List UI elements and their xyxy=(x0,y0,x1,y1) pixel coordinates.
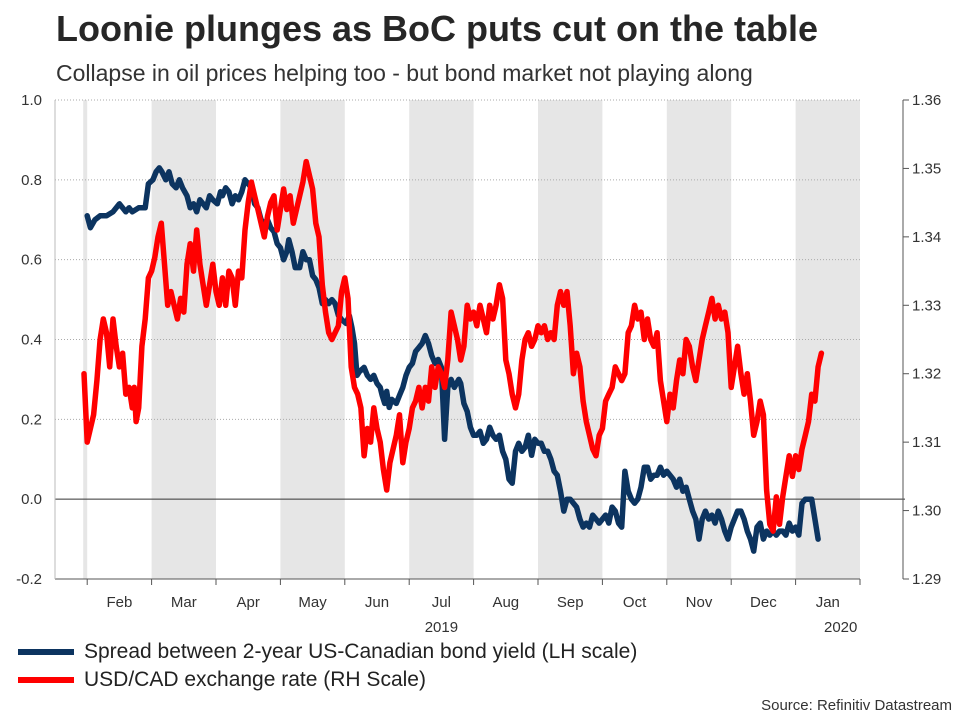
year-label: 2019 xyxy=(425,619,458,636)
axes xyxy=(54,99,909,585)
month-label: Sep xyxy=(557,594,584,611)
legend-swatch-usdcad xyxy=(18,677,74,683)
chart-subtitle: Collapse in oil prices helping too - but… xyxy=(56,60,753,86)
left-tick-label: 0.2 xyxy=(21,411,42,428)
right-tick-label: 1.35 xyxy=(912,160,941,177)
usdcad-line xyxy=(81,158,825,534)
left-tick-label: -0.2 xyxy=(16,571,42,588)
month-label: May xyxy=(298,594,327,611)
legend-swatch-spread xyxy=(18,649,74,655)
month-label: Feb xyxy=(106,594,132,611)
right-tick-label: 1.34 xyxy=(912,229,941,246)
left-tick-label: 0.4 xyxy=(21,332,42,349)
right-tick-label: 1.30 xyxy=(912,503,941,520)
chart-title: Loonie plunges as BoC puts cut on the ta… xyxy=(56,8,819,49)
left-tick-label: 0.6 xyxy=(21,252,42,269)
month-label: Jul xyxy=(432,594,451,611)
left-tick-label: 0.8 xyxy=(21,172,42,189)
spread-line xyxy=(84,165,821,554)
left-tick-label: 0.0 xyxy=(21,491,42,508)
month-label: Apr xyxy=(237,594,260,611)
right-tick-label: 1.32 xyxy=(912,366,941,383)
legend-label-spread: Spread between 2-year US-Canadian bond y… xyxy=(84,640,638,663)
month-label: Mar xyxy=(171,594,197,611)
month-label: Jun xyxy=(365,594,389,611)
legend-item-usdcad: USD/CAD exchange rate (RH Scale) xyxy=(18,668,426,692)
right-tick-label: 1.33 xyxy=(912,297,941,314)
right-tick-label: 1.31 xyxy=(912,434,941,451)
legend-item-spread: Spread between 2-year US-Canadian bond y… xyxy=(18,640,637,664)
month-label: Aug xyxy=(492,594,519,611)
left-tick-label: 1.0 xyxy=(21,92,42,109)
month-label: Oct xyxy=(623,594,647,611)
month-label: Jan xyxy=(816,594,840,611)
right-tick-label: 1.29 xyxy=(912,571,941,588)
legend-label-usdcad: USD/CAD exchange rate (RH Scale) xyxy=(84,668,426,691)
month-band xyxy=(280,100,345,579)
right-tick-label: 1.36 xyxy=(912,92,941,109)
month-label: Dec xyxy=(750,594,777,611)
tick-labels: 1.0 0.8 0.6 0.4 0.2 0.0 -0.2 1.36 1.35 1.34 1.33 1.… xyxy=(16,92,941,636)
month-label: Nov xyxy=(686,594,713,611)
series-lines xyxy=(81,158,825,554)
year-label: 2020 xyxy=(824,619,857,636)
source-note: Source: Refinitiv Datastream xyxy=(761,697,952,714)
